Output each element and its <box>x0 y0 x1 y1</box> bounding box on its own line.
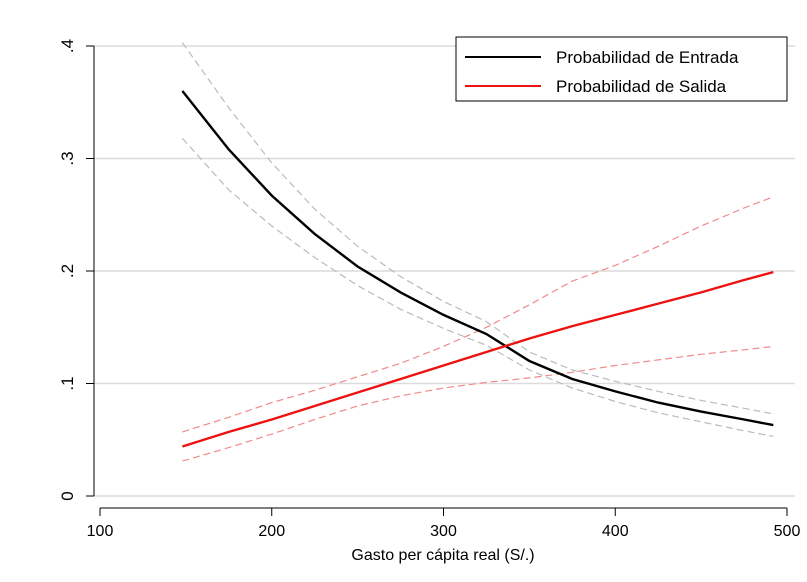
entrada-ci-lower-line <box>181 137 774 437</box>
legend: Probabilidad de Entrada Probabilidad de S… <box>455 36 788 102</box>
legend-label-salida: Probabilidad de Salida <box>556 77 727 96</box>
salida-ci-lower-line <box>182 345 774 462</box>
axes: 0 .1 .2 .3 .4 100 200 300 400 500 <box>58 39 800 540</box>
y-tick-label-3: .3 <box>58 151 77 165</box>
y-tick-label-1: .1 <box>58 376 77 390</box>
x-tick-label-3: 400 <box>602 523 629 540</box>
series-layer <box>181 42 774 462</box>
x-tick-label-1: 200 <box>258 523 285 540</box>
x-tick-label-0: 100 <box>87 523 114 540</box>
legend-box <box>455 36 788 102</box>
salida-series-line <box>182 270 774 448</box>
entrada-series-line <box>181 90 774 427</box>
legend-label-entrada: Probabilidad de Entrada <box>556 48 739 67</box>
y-tick-label-2: .2 <box>58 264 77 278</box>
y-tick-label-4: .4 <box>58 39 77 53</box>
salida-ci-upper-line <box>182 196 774 433</box>
entrada-ci-upper-line <box>181 42 774 415</box>
x-tick-label-2: 300 <box>430 523 457 540</box>
y-tick-label-0: 0 <box>58 491 77 500</box>
x-tick-label-4: 500 <box>774 523 801 540</box>
gridlines <box>94 45 795 497</box>
x-axis-title: Gasto per cápita real (S/.) <box>351 547 534 564</box>
